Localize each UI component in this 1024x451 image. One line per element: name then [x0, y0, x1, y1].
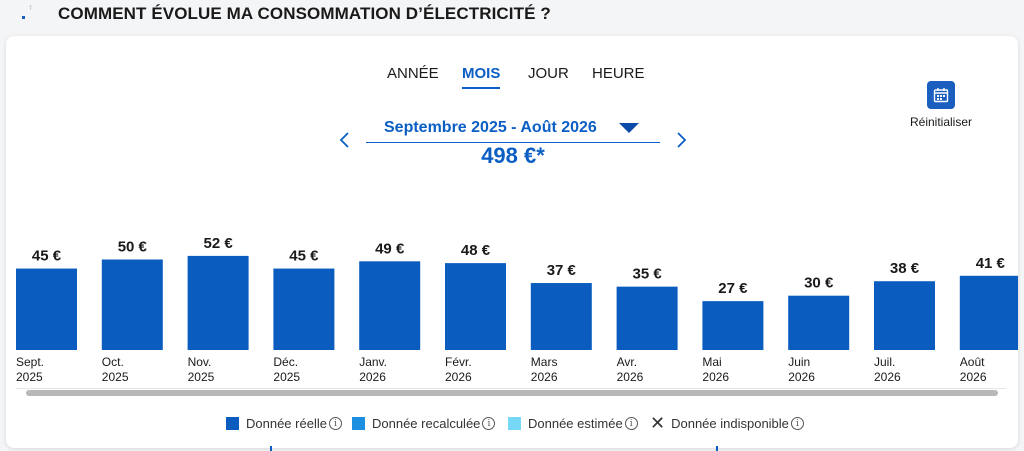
bar-value-label: 35 €	[632, 266, 662, 283]
tab-heure[interactable]: HEURE	[592, 65, 645, 82]
legend-item-estimee: Donnée estimée i	[508, 416, 638, 431]
page-title: COMMENT ÉVOLUE MA CONSOMMATION D’ÉLECTRI…	[58, 4, 551, 23]
bar-value-label: 37 €	[547, 262, 577, 279]
period-selector[interactable]: Septembre 2025 - Août 2026	[366, 116, 660, 143]
bar-0[interactable]	[16, 268, 77, 350]
x-tick-label: Avr.	[617, 355, 637, 369]
x-tick-label: Sept.	[16, 355, 44, 369]
bar-value-label: 45 €	[289, 248, 319, 265]
chevron-left-icon[interactable]	[338, 131, 352, 149]
bar-7[interactable]	[616, 286, 678, 350]
legend-item-indisponible: ✕ Donnée indisponible i	[650, 413, 804, 433]
x-tick-label: 2026	[874, 370, 901, 384]
bar-2[interactable]	[187, 255, 249, 350]
period-total: 498 €*	[481, 143, 545, 168]
x-tick-label: 2026	[617, 370, 644, 384]
legend-item-reelle: Donnée réelle i	[226, 416, 342, 431]
x-tick-label: Nov.	[188, 355, 212, 369]
bar-value-label: 27 €	[718, 280, 748, 297]
bar-10[interactable]	[874, 281, 935, 350]
info-icon[interactable]: i	[624, 417, 638, 430]
bar-1[interactable]	[101, 259, 163, 351]
x-tick-label: 2025	[16, 370, 43, 384]
info-icon[interactable]: i	[328, 417, 342, 430]
tab-mois[interactable]: MOIS	[462, 65, 501, 89]
divider	[716, 446, 718, 451]
x-tick-label: Juin	[788, 355, 810, 369]
divider	[270, 446, 272, 451]
x-tick-label: Juil.	[874, 355, 895, 369]
bar-3[interactable]	[273, 268, 335, 350]
close-icon: ✕	[650, 413, 666, 433]
calendar-icon[interactable]	[927, 81, 955, 109]
x-tick-label: 2026	[359, 370, 386, 384]
legend-label: Donnée estimée	[528, 416, 623, 431]
x-tick-label: 2026	[531, 370, 558, 384]
legend-swatch	[226, 417, 239, 430]
bar-value-label: 45 €	[32, 248, 62, 265]
reset-button[interactable]: Réinitialiser	[901, 81, 981, 129]
electricity-icon	[22, 5, 32, 19]
x-tick-label: 2026	[960, 370, 987, 384]
legend-label: Donnée recalculée	[372, 416, 481, 431]
tab-annee[interactable]: ANNÉE	[387, 65, 439, 82]
legend-label: Donnée indisponible	[671, 416, 789, 431]
bar-9[interactable]	[788, 295, 850, 350]
chart-legend: Donnée réelle i Donnée recalculée i Donn…	[6, 413, 1018, 436]
consumption-card: ANNÉE MOIS JOUR HEURE Réinitialiser Se	[6, 36, 1018, 448]
bar-6[interactable]	[530, 283, 592, 350]
caret-down-icon[interactable]	[619, 123, 639, 133]
x-tick-label: 2026	[788, 370, 815, 384]
legend-label: Donnée réelle	[246, 416, 327, 431]
x-tick-label: Oct.	[102, 355, 124, 369]
bar-value-label: 52 €	[203, 235, 233, 252]
legend-swatch	[352, 417, 365, 430]
chart-scrollbar-thumb[interactable]	[26, 390, 998, 396]
chart-scrollbar-track	[16, 388, 1006, 399]
bar-value-label: 38 €	[890, 260, 920, 277]
x-tick-label: Août	[960, 355, 985, 369]
bar-value-label: 50 €	[118, 239, 148, 256]
bar-value-label: 41 €	[976, 255, 1006, 272]
x-tick-label: Déc.	[273, 355, 298, 369]
x-tick-label: Mai	[702, 355, 721, 369]
period-label: Septembre 2025 - Août 2026	[384, 119, 597, 136]
legend-swatch	[508, 417, 521, 430]
x-tick-label: Janv.	[359, 355, 387, 369]
bar-11[interactable]	[959, 275, 1018, 350]
tab-jour[interactable]: JOUR	[528, 65, 569, 82]
x-tick-label: Févr.	[445, 355, 472, 369]
granularity-tabs: ANNÉE MOIS JOUR HEURE	[6, 65, 1018, 91]
x-tick-label: Mars	[531, 355, 558, 369]
x-tick-label: 2026	[445, 370, 472, 384]
x-tick-label: 2026	[702, 370, 729, 384]
bar-5[interactable]	[445, 263, 506, 350]
x-tick-label: 2025	[102, 370, 129, 384]
info-icon[interactable]: i	[790, 417, 804, 430]
bar-value-label: 48 €	[461, 242, 491, 259]
x-tick-label: 2025	[273, 370, 300, 384]
bar-value-label: 30 €	[804, 275, 834, 292]
reset-label: Réinitialiser	[909, 115, 973, 129]
chevron-right-icon[interactable]	[674, 131, 688, 149]
legend-item-recalculee: Donnée recalculée i	[352, 416, 496, 431]
bar-value-label: 49 €	[375, 240, 405, 257]
bar-8[interactable]	[702, 301, 764, 350]
x-tick-label: 2025	[188, 370, 215, 384]
bar-4[interactable]	[359, 261, 421, 350]
info-icon[interactable]: i	[482, 417, 496, 430]
